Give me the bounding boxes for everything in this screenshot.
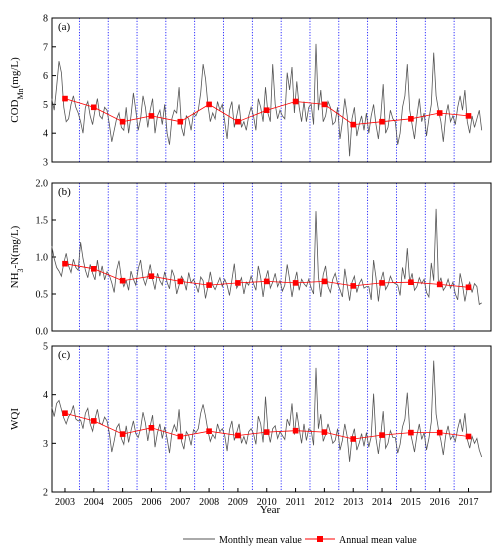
monthly-series-line	[51, 43, 483, 157]
annual-marker	[235, 118, 241, 125]
panel-label: (c)	[58, 349, 71, 361]
annual-marker	[206, 101, 212, 108]
annual-marker	[350, 283, 356, 289]
y-tick-label: 5	[43, 100, 48, 111]
legend-monthly-label: Monthly mean value	[219, 535, 302, 546]
annual-marker	[379, 280, 385, 286]
annual-marker	[292, 280, 299, 286]
annual-marker	[263, 278, 270, 285]
y-axis-label: NH3-N(mg/L)	[9, 225, 25, 288]
y-tick-label: 2	[43, 488, 48, 499]
annual-marker	[379, 118, 385, 125]
annual-marker	[119, 431, 126, 437]
y-axis-label: CODMn(mg/L)	[9, 57, 25, 123]
x-tick-label: 2017	[459, 497, 479, 508]
annual-marker	[321, 278, 328, 285]
y-tick-label: 4	[43, 129, 48, 140]
annual-marker	[379, 432, 385, 438]
panel-1: 3 4 5 6 7 8 (a) CODMn(mg/L)	[9, 14, 492, 169]
y-tick-label: 1.5	[36, 216, 49, 227]
annual-marker	[91, 266, 97, 272]
y-tick-label: 6	[43, 71, 48, 82]
x-tick-label: 2003	[55, 497, 75, 508]
monthly-series-line	[51, 208, 482, 306]
y-tick-label: 7	[43, 42, 48, 53]
y-tick-label: 4	[43, 390, 48, 401]
annual-marker	[148, 425, 155, 431]
legend-annual-marker	[317, 536, 323, 542]
annual-marker	[119, 118, 126, 125]
plot-frame	[51, 345, 492, 493]
x-tick-label: 2016	[430, 497, 450, 508]
y-tick-label: 5	[43, 342, 48, 353]
panel-label: (a)	[58, 21, 71, 33]
monthly-series-line	[51, 360, 483, 462]
annual-marker	[177, 433, 184, 440]
x-tick-label: 2014	[372, 497, 392, 508]
annual-marker	[436, 110, 443, 116]
annual-marker	[408, 279, 414, 285]
annual-marker	[148, 273, 155, 279]
x-tick-label: 2011	[286, 497, 306, 508]
y-tick-label: 3	[43, 158, 48, 169]
annual-marker	[148, 113, 155, 119]
x-axis-label: Year	[260, 504, 281, 516]
y-tick-label: 8	[43, 14, 48, 25]
x-tick-label: 2010	[257, 497, 277, 508]
annual-marker	[206, 428, 212, 434]
y-tick-label: 3	[43, 439, 48, 450]
panel-3: 2 3 4 5 (c) WQI	[9, 342, 492, 499]
annual-marker	[62, 410, 68, 416]
annual-marker	[263, 429, 270, 435]
legend: Monthly mean value Annual mean value	[183, 535, 417, 546]
annual-marker	[350, 121, 356, 128]
x-tick-label: 2006	[141, 497, 161, 508]
annual-marker	[62, 260, 68, 267]
annual-marker	[119, 277, 126, 284]
legend-annual-label: Annual mean value	[339, 535, 417, 546]
y-tick-label: 1.0	[36, 253, 49, 264]
annual-marker	[177, 118, 184, 125]
annual-marker	[408, 429, 414, 436]
annual-marker	[235, 280, 241, 286]
x-tick-labels: 2003 2004 2005 2006 2007 2008 2009 2010 2011 2012…	[55, 488, 479, 508]
annual-marker	[465, 284, 472, 291]
x-tick-label: 2015	[401, 497, 421, 508]
annual-marker	[465, 433, 472, 440]
panel-2: 0.0 0.5 1.0 1.5 2.0 (b) NH3-N(mg/L)	[9, 179, 492, 338]
annual-marker	[177, 278, 184, 285]
annual-marker	[62, 95, 68, 102]
annual-marker	[292, 98, 299, 105]
annual-marker	[408, 116, 414, 122]
annual-marker	[321, 429, 328, 435]
annual-marker	[91, 418, 97, 424]
x-tick-label: 2013	[343, 497, 363, 508]
x-tick-label: 2008	[199, 497, 219, 508]
plot-frame	[51, 17, 492, 163]
annual-marker	[263, 107, 270, 113]
x-tick-label: 2005	[113, 497, 133, 508]
annual-marker	[436, 429, 443, 436]
annual-marker	[465, 113, 472, 119]
annual-marker	[235, 432, 241, 439]
y-tick-label: 0.0	[36, 327, 49, 338]
panel-label: (b)	[58, 186, 71, 198]
y-axis-label: WQI	[9, 408, 21, 430]
annual-marker	[350, 436, 356, 442]
annual-marker	[321, 101, 328, 108]
y-tick-label: 2.0	[36, 179, 49, 190]
annual-marker	[292, 427, 299, 434]
x-tick-label: 2007	[170, 497, 190, 508]
annual-marker	[91, 104, 97, 111]
y-tick-label: 0.5	[36, 290, 49, 301]
annual-marker	[436, 281, 443, 288]
x-tick-label: 2012	[314, 497, 334, 508]
annual-marker	[206, 282, 212, 288]
x-tick-label: 2009	[228, 497, 248, 508]
x-tick-label: 2004	[84, 497, 104, 508]
